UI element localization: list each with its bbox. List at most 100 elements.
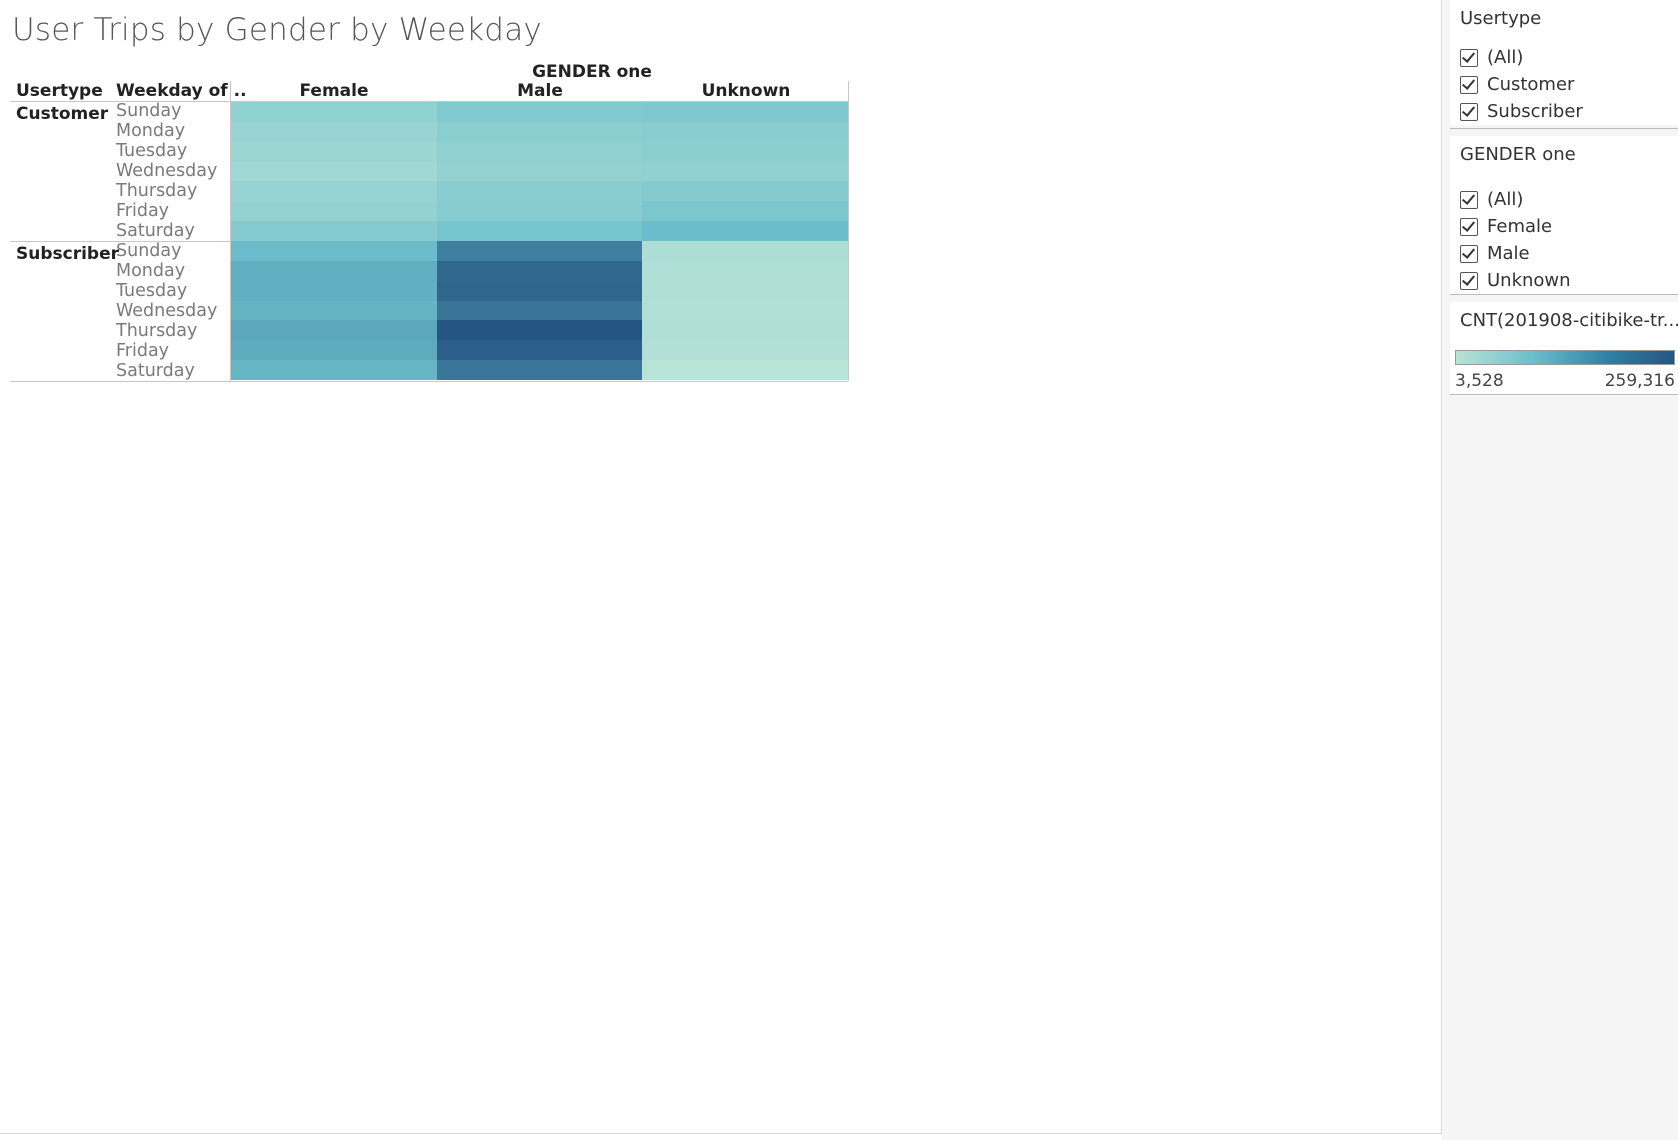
checkbox-checked-icon[interactable] xyxy=(1460,102,1478,121)
filter-option-all[interactable]: (All) xyxy=(1450,186,1678,213)
heatmap-cell[interactable] xyxy=(231,141,437,162)
filter-option-label: Unknown xyxy=(1487,270,1571,291)
heatmap-cell[interactable] xyxy=(231,181,437,202)
heatmap-cell[interactable] xyxy=(436,360,643,381)
heatmap-cell[interactable] xyxy=(436,221,643,242)
filter-option-unknown[interactable]: Unknown xyxy=(1450,267,1678,294)
heatmap-cell[interactable] xyxy=(436,161,643,182)
table-right-border xyxy=(848,81,849,381)
day-label: Wednesday xyxy=(116,161,218,181)
heatmap-cell[interactable] xyxy=(231,201,437,222)
row-group-subscriber: Subscriber xyxy=(16,244,120,264)
page-title: User Trips by Gender by Weekday xyxy=(12,12,542,48)
heatmap-cell[interactable] xyxy=(642,340,849,361)
checkbox-checked-icon[interactable] xyxy=(1460,190,1478,209)
heatmap-cell[interactable] xyxy=(642,300,849,321)
heatmap-cell[interactable] xyxy=(436,300,643,321)
filter-option-customer[interactable]: Customer xyxy=(1450,71,1678,98)
heatmap-cell[interactable] xyxy=(436,201,643,222)
day-label: Sunday xyxy=(116,241,182,261)
filter-title: Usertype xyxy=(1460,8,1542,29)
day-label: Thursday xyxy=(116,181,198,201)
legend-min-label: 3,528 xyxy=(1455,371,1504,391)
day-label: Tuesday xyxy=(116,141,188,161)
heatmap-cell[interactable] xyxy=(642,161,849,182)
heatmap-cell[interactable] xyxy=(231,161,437,182)
day-label: Tuesday xyxy=(116,281,188,301)
filter-option-label: Female xyxy=(1487,216,1553,237)
heatmap-cell[interactable] xyxy=(436,121,643,142)
legend-color-ramp xyxy=(1455,350,1675,365)
column-header-unknown: Unknown xyxy=(701,81,791,101)
day-label: Wednesday xyxy=(116,301,218,321)
heatmap-cell[interactable] xyxy=(642,360,849,381)
heatmap-cell[interactable] xyxy=(436,102,643,122)
column-header-female: Female xyxy=(299,81,369,101)
filter-option-male[interactable]: Male xyxy=(1450,240,1678,267)
heatmap-cell[interactable] xyxy=(642,320,849,341)
row-group-customer: Customer xyxy=(16,104,109,124)
heatmap-cell[interactable] xyxy=(231,241,437,261)
heatmap-cell[interactable] xyxy=(436,320,643,341)
heatmap-cell[interactable] xyxy=(436,340,643,361)
heatmap-cell[interactable] xyxy=(231,260,437,281)
heatmap-cell[interactable] xyxy=(642,121,849,142)
legend-max-label: 259,316 xyxy=(1604,371,1675,391)
filter-option-label: Male xyxy=(1487,243,1530,264)
checkbox-checked-icon[interactable] xyxy=(1460,271,1478,290)
heatmap-cell[interactable] xyxy=(642,181,849,202)
filter-option-label: (All) xyxy=(1487,47,1524,68)
heatmap-cell[interactable] xyxy=(642,280,849,301)
filter-title: GENDER one xyxy=(1460,144,1576,165)
checkbox-checked-icon[interactable] xyxy=(1460,48,1478,67)
filter-option-female[interactable]: Female xyxy=(1450,213,1678,240)
heatmap-cell[interactable] xyxy=(642,102,849,122)
heatmap-cell[interactable] xyxy=(642,201,849,222)
day-label: Thursday xyxy=(116,321,198,341)
heatmap-cell[interactable] xyxy=(231,320,437,341)
filter-option-all[interactable]: (All) xyxy=(1450,44,1678,71)
heatmap-cell[interactable] xyxy=(642,221,849,242)
heatmap-cell[interactable] xyxy=(231,360,437,381)
day-label: Friday xyxy=(116,341,170,361)
checkbox-checked-icon[interactable] xyxy=(1460,217,1478,236)
legend-title: CNT(201908-citibike-tr... xyxy=(1460,310,1678,331)
heatmap-cell[interactable] xyxy=(231,102,437,122)
heatmap-cell[interactable] xyxy=(231,221,437,242)
heatmap-cell[interactable] xyxy=(436,280,643,301)
heatmap-cell[interactable] xyxy=(436,260,643,281)
heatmap-cell[interactable] xyxy=(436,181,643,202)
column-group-header: GENDER one xyxy=(532,62,652,82)
heatmap-cell[interactable] xyxy=(231,300,437,321)
filter-option-label: (All) xyxy=(1487,189,1524,210)
checkbox-checked-icon[interactable] xyxy=(1460,244,1478,263)
day-label: Monday xyxy=(116,261,186,281)
day-label: Saturday xyxy=(116,361,195,381)
heatmap-cell[interactable] xyxy=(231,280,437,301)
panel-divider xyxy=(1450,394,1678,395)
row-header-usertype: Usertype xyxy=(16,81,103,101)
filter-option-label: Subscriber xyxy=(1487,101,1583,122)
color-legend: CNT(201908-citibike-tr... xyxy=(1450,302,1678,394)
day-label: Sunday xyxy=(116,101,182,121)
heatmap-cell[interactable] xyxy=(642,241,849,261)
checkbox-checked-icon[interactable] xyxy=(1460,75,1478,94)
heatmap-cell[interactable] xyxy=(436,241,643,261)
panel-divider xyxy=(1450,128,1678,129)
heatmap-cell[interactable] xyxy=(642,260,849,281)
heatmap-cell[interactable] xyxy=(436,141,643,162)
heatmap-cell[interactable] xyxy=(231,121,437,142)
dashboard-canvas: User Trips by Gender by Weekday GENDER o… xyxy=(0,0,1442,1134)
header-divider xyxy=(10,101,848,102)
heatmap-cell[interactable] xyxy=(642,141,849,162)
table-bottom-line xyxy=(10,381,848,382)
day-label: Friday xyxy=(116,201,170,221)
filter-option-subscriber[interactable]: Subscriber xyxy=(1450,98,1678,125)
column-header-male: Male xyxy=(517,81,563,101)
filter-usertype: Usertype (All) Customer Subscriber xyxy=(1450,0,1678,125)
filter-gender: GENDER one (All) Female Male Unknown xyxy=(1450,136,1678,294)
day-label: Monday xyxy=(116,121,186,141)
filter-option-label: Customer xyxy=(1487,74,1575,95)
heatmap-cell[interactable] xyxy=(231,340,437,361)
row-header-divider xyxy=(230,81,231,381)
